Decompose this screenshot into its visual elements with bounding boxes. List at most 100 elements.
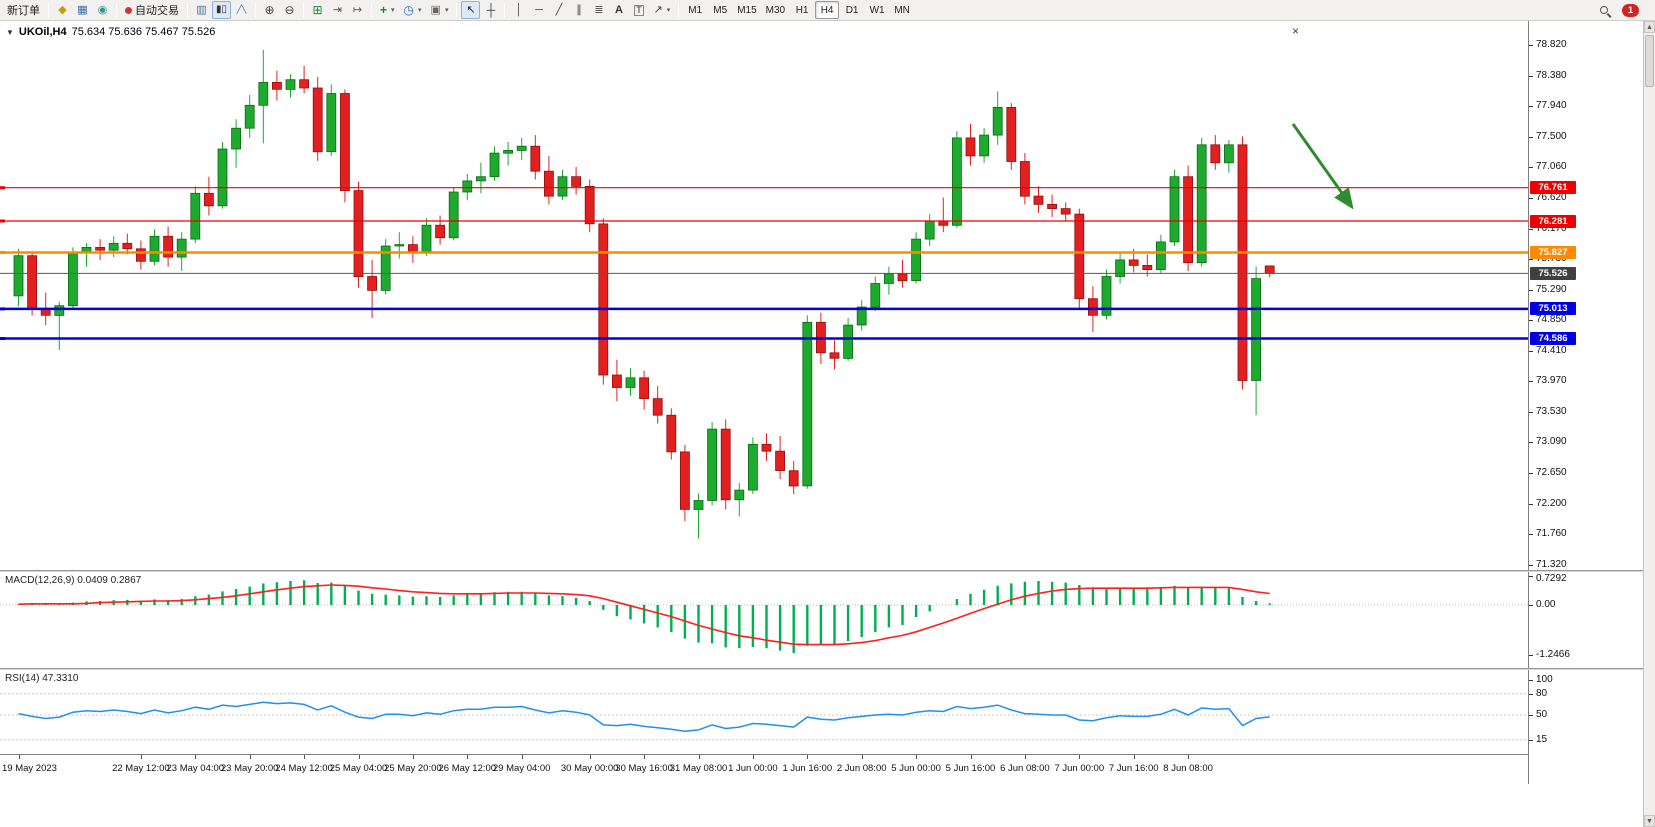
timeframe-m1-button[interactable]: M1: [688, 4, 703, 16]
templates-button[interactable]: ▣ ▾: [427, 1, 453, 19]
axis-tick: [1529, 320, 1533, 322]
time-axis-tick: [358, 755, 360, 759]
candle-bearish: [584, 185, 595, 225]
candle-bearish: [353, 190, 364, 278]
vertical-line-button[interactable]: │: [509, 1, 528, 19]
time-axis-label: 5 Jun 00:00: [891, 763, 941, 774]
rsi-pane[interactable]: RSI(14) 47.3310: [0, 670, 1528, 754]
auto-scroll-icon: ⇥: [332, 3, 343, 16]
horizontal-line-button[interactable]: ─: [529, 1, 548, 19]
cursor-button[interactable]: ↖: [461, 1, 481, 19]
arrows-button[interactable]: ↗ ▾: [649, 1, 674, 19]
pane-separator[interactable]: [0, 668, 1643, 670]
time-axis-label: 30 May 16:00: [615, 763, 673, 774]
axis-tick: [1529, 715, 1533, 716]
price-level-tag: 76.761: [1530, 181, 1576, 195]
time-axis-label: 29 May 04:00: [492, 763, 551, 774]
pane-separator[interactable]: [0, 570, 1643, 572]
equidistant-channel-button[interactable]: ∥: [569, 1, 588, 19]
timeframe-w1-button[interactable]: W1: [869, 4, 885, 16]
candle-bearish: [367, 276, 378, 291]
crosshair-button[interactable]: ┼: [481, 1, 500, 19]
candlestick-chart-button[interactable]: ▮▯: [212, 1, 232, 19]
candle-bullish: [952, 137, 962, 226]
timeframe-m5-button[interactable]: M5: [713, 4, 728, 16]
auto-scroll-button[interactable]: ⇥: [328, 1, 347, 19]
fibonacci-button[interactable]: ≣: [589, 1, 608, 19]
price-axis-label: 74.850: [1536, 314, 1567, 326]
scroll-down-icon[interactable]: ▼: [1644, 815, 1655, 827]
navigator-button[interactable]: ◉: [93, 1, 112, 19]
timeframe-d1-button[interactable]: D1: [845, 4, 859, 16]
time-axis-tick: [140, 755, 142, 759]
text-label-button[interactable]: T: [629, 1, 648, 19]
close-icon[interactable]: ×: [1292, 24, 1300, 38]
price-axis-label: 72.650: [1536, 466, 1567, 478]
axis-tick: [1529, 45, 1533, 46]
zoom-in-button[interactable]: ⊕: [260, 1, 279, 19]
candle-bullish: [1224, 144, 1234, 164]
search-icon: [1599, 5, 1611, 17]
new-order-button[interactable]: 新订单: [3, 1, 44, 19]
timeframe-m15-button[interactable]: M15: [737, 4, 757, 16]
time-axis-tick: [304, 755, 306, 759]
toolbar-group-drawing: │ ─ ╱ ∥ ≣ A T ↗ ▾: [509, 1, 674, 19]
candle-bearish: [1006, 107, 1017, 162]
candle-bearish: [761, 443, 772, 452]
candle-bearish: [1210, 144, 1221, 164]
candle-bearish: [339, 93, 350, 191]
price-axis[interactable]: 78.820 78.380 77.940 77.500 77.060 76.620 76.1…: [1528, 21, 1643, 784]
axis-tick: [1529, 679, 1533, 681]
candle-bullish: [924, 220, 935, 240]
line-chart-button[interactable]: ╱╲: [232, 1, 251, 19]
tile-windows-button[interactable]: ⊞: [308, 1, 327, 19]
toolbar-groups: 新订单 ◆ ▦ ◉ 自动交易 ▥ ▮▯ ╱╲ ⊕ ⊖ ⊞ ⇥ ↦ + ▾ ◷ ▾ ▣ ▾ ↖ ┼ │ ─ ╱ ∥ ≣ A T ↗ ▾ M1 M…: [3, 0, 914, 21]
time-axis-tick: [589, 755, 591, 759]
vertical-scrollbar[interactable]: ▲ ▼: [1643, 21, 1655, 827]
toolbar-group-panels: ◆ ▦ ◉: [53, 1, 112, 19]
collapse-arrow-icon[interactable]: ▼: [6, 27, 14, 37]
bar-chart-button[interactable]: ▥: [192, 1, 211, 19]
timeframe-m30-button[interactable]: M30: [765, 4, 786, 16]
main-chart-svg[interactable]: [0, 21, 1528, 570]
chart-shift-icon: ↦: [352, 3, 363, 16]
price-level-tag: 76.281: [1530, 214, 1576, 228]
timeframe-h4-button[interactable]: H4: [815, 1, 840, 19]
horizontal-line-icon: ─: [535, 3, 543, 16]
toolbar-group-layout: ⊞ ⇥ ↦: [308, 1, 367, 19]
text-button[interactable]: A: [609, 1, 628, 19]
trendline-button[interactable]: ╱: [549, 1, 568, 19]
macd-pane[interactable]: MACD(12,26,9) 0.0409 0.2867: [0, 572, 1528, 668]
autotrading-button[interactable]: 自动交易: [121, 1, 183, 19]
zoom-out-button[interactable]: ⊖: [280, 1, 299, 19]
scrollbar-thumb[interactable]: [1645, 35, 1654, 87]
macd-chart-svg[interactable]: [0, 572, 1528, 668]
scroll-up-icon[interactable]: ▲: [1644, 21, 1655, 33]
arrows-icon: ↗: [653, 3, 663, 16]
macd-axis-label: -1.2466: [1536, 648, 1570, 660]
axis-tick: [1529, 381, 1533, 383]
toolbar-separator: [504, 2, 506, 18]
candle-bearish: [1183, 176, 1193, 264]
market-watch-button[interactable]: ◆: [53, 1, 72, 19]
indicators-add-button[interactable]: + ▾: [376, 1, 399, 19]
toolbar-right: 1: [1595, 0, 1639, 21]
data-window-button[interactable]: ▦: [73, 1, 92, 19]
trend-arrow-annotation[interactable]: [1291, 123, 1354, 210]
time-axis-label: 23 May 20:00: [220, 763, 279, 774]
time-axis-tick: [644, 755, 646, 759]
candle-bullish: [380, 245, 391, 291]
search-button[interactable]: [1595, 2, 1615, 20]
axis-tick: [1529, 534, 1533, 536]
rsi-indicator-label: RSI(14) 47.3310: [5, 673, 79, 684]
time-axis-tick: [1133, 755, 1135, 759]
price-level-tag: 75.827: [1530, 246, 1576, 259]
timeframe-mn-button[interactable]: MN: [894, 4, 910, 16]
time-axis[interactable]: 19 May 2023 22 May 12:00 23 May 04:00 23 Ma…: [0, 754, 1528, 784]
main-chart-pane[interactable]: ▼ UKOil,H4 75.634 75.636 75.467 75.526 ×: [0, 21, 1528, 570]
rsi-chart-svg[interactable]: [0, 670, 1528, 754]
periods-button[interactable]: ◷ ▾: [400, 1, 426, 19]
timeframe-h1-button[interactable]: H1: [795, 4, 809, 16]
chart-shift-button[interactable]: ↦: [348, 1, 367, 19]
